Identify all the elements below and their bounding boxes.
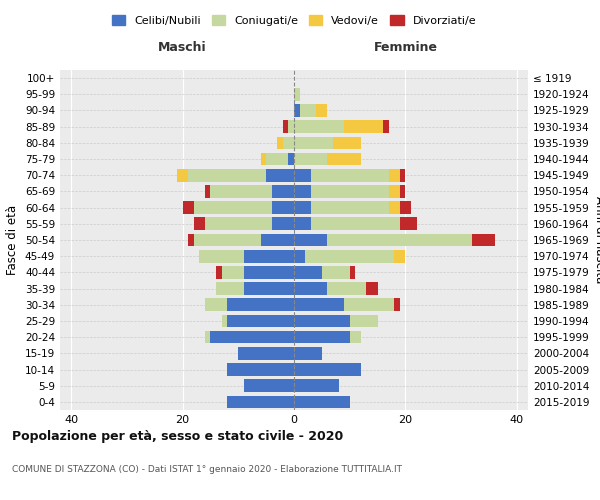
Bar (294, 266, 322, 278)
Bar (400, 218, 416, 230)
Bar (289, 152, 294, 166)
Bar (294, 380, 338, 392)
Bar (227, 396, 294, 408)
Bar (194, 218, 205, 230)
Bar (244, 282, 294, 295)
Bar (328, 282, 367, 295)
Bar (299, 104, 316, 117)
Bar (211, 331, 294, 344)
Bar (294, 314, 350, 328)
Bar (244, 250, 294, 262)
Bar (188, 234, 194, 246)
Bar (294, 169, 311, 181)
Bar (205, 298, 227, 311)
Bar (316, 104, 328, 117)
Text: Popolazione per età, sesso e stato civile - 2020: Popolazione per età, sesso e stato civil… (12, 430, 343, 443)
Bar (294, 185, 311, 198)
Bar (216, 266, 221, 278)
Text: COMUNE DI STAZZONA (CO) - Dati ISTAT 1° gennaio 2020 - Elaborazione TUTTITALIA.I: COMUNE DI STAZZONA (CO) - Dati ISTAT 1° … (12, 465, 402, 474)
Bar (294, 347, 322, 360)
Bar (311, 169, 389, 181)
Bar (322, 266, 350, 278)
Bar (311, 185, 389, 198)
Bar (238, 347, 294, 360)
Bar (199, 250, 244, 262)
Bar (472, 234, 494, 246)
Bar (244, 380, 294, 392)
Bar (328, 152, 361, 166)
Bar (294, 218, 311, 230)
Bar (294, 396, 350, 408)
Bar (266, 169, 294, 181)
Bar (367, 282, 377, 295)
Y-axis label: Fasce di età: Fasce di età (7, 205, 19, 275)
Y-axis label: Anni di nascita: Anni di nascita (593, 196, 600, 284)
Bar (205, 331, 211, 344)
Bar (333, 136, 361, 149)
Bar (182, 202, 194, 214)
Bar (272, 218, 294, 230)
Bar (294, 331, 350, 344)
Bar (272, 185, 294, 198)
Bar (194, 234, 260, 246)
Bar (221, 314, 227, 328)
Bar (227, 363, 294, 376)
Bar (294, 202, 311, 214)
Bar (294, 88, 299, 101)
Bar (350, 314, 377, 328)
Bar (205, 218, 272, 230)
Bar (283, 136, 294, 149)
Bar (400, 185, 406, 198)
Bar (311, 202, 389, 214)
Bar (266, 152, 289, 166)
Bar (294, 120, 344, 133)
Text: Femmine: Femmine (373, 41, 437, 54)
Bar (344, 298, 394, 311)
Bar (194, 202, 272, 214)
Bar (400, 202, 411, 214)
Bar (311, 218, 400, 230)
Bar (305, 250, 394, 262)
Bar (400, 169, 406, 181)
Bar (383, 120, 389, 133)
Bar (277, 136, 283, 149)
Bar (294, 104, 299, 117)
Bar (188, 169, 266, 181)
Bar (350, 266, 355, 278)
Bar (272, 202, 294, 214)
Bar (177, 169, 188, 181)
Bar (294, 298, 344, 311)
Bar (294, 152, 328, 166)
Bar (227, 298, 294, 311)
Bar (294, 250, 305, 262)
Bar (344, 120, 383, 133)
Legend: Celibi/Nubili, Coniugati/e, Vedovi/e, Divorziati/e: Celibi/Nubili, Coniugati/e, Vedovi/e, Di… (107, 10, 481, 30)
Bar (211, 185, 272, 198)
Bar (260, 234, 294, 246)
Bar (216, 282, 244, 295)
Bar (389, 202, 400, 214)
Bar (328, 234, 472, 246)
Bar (389, 169, 400, 181)
Bar (283, 120, 289, 133)
Bar (394, 298, 400, 311)
Bar (294, 363, 361, 376)
Bar (260, 152, 266, 166)
Bar (294, 234, 328, 246)
Bar (389, 185, 400, 198)
Bar (294, 282, 328, 295)
Bar (294, 136, 333, 149)
Text: Maschi: Maschi (158, 41, 207, 54)
Bar (205, 185, 211, 198)
Bar (350, 331, 361, 344)
Bar (394, 250, 406, 262)
Bar (289, 120, 294, 133)
Bar (221, 266, 244, 278)
Bar (244, 266, 294, 278)
Bar (227, 314, 294, 328)
